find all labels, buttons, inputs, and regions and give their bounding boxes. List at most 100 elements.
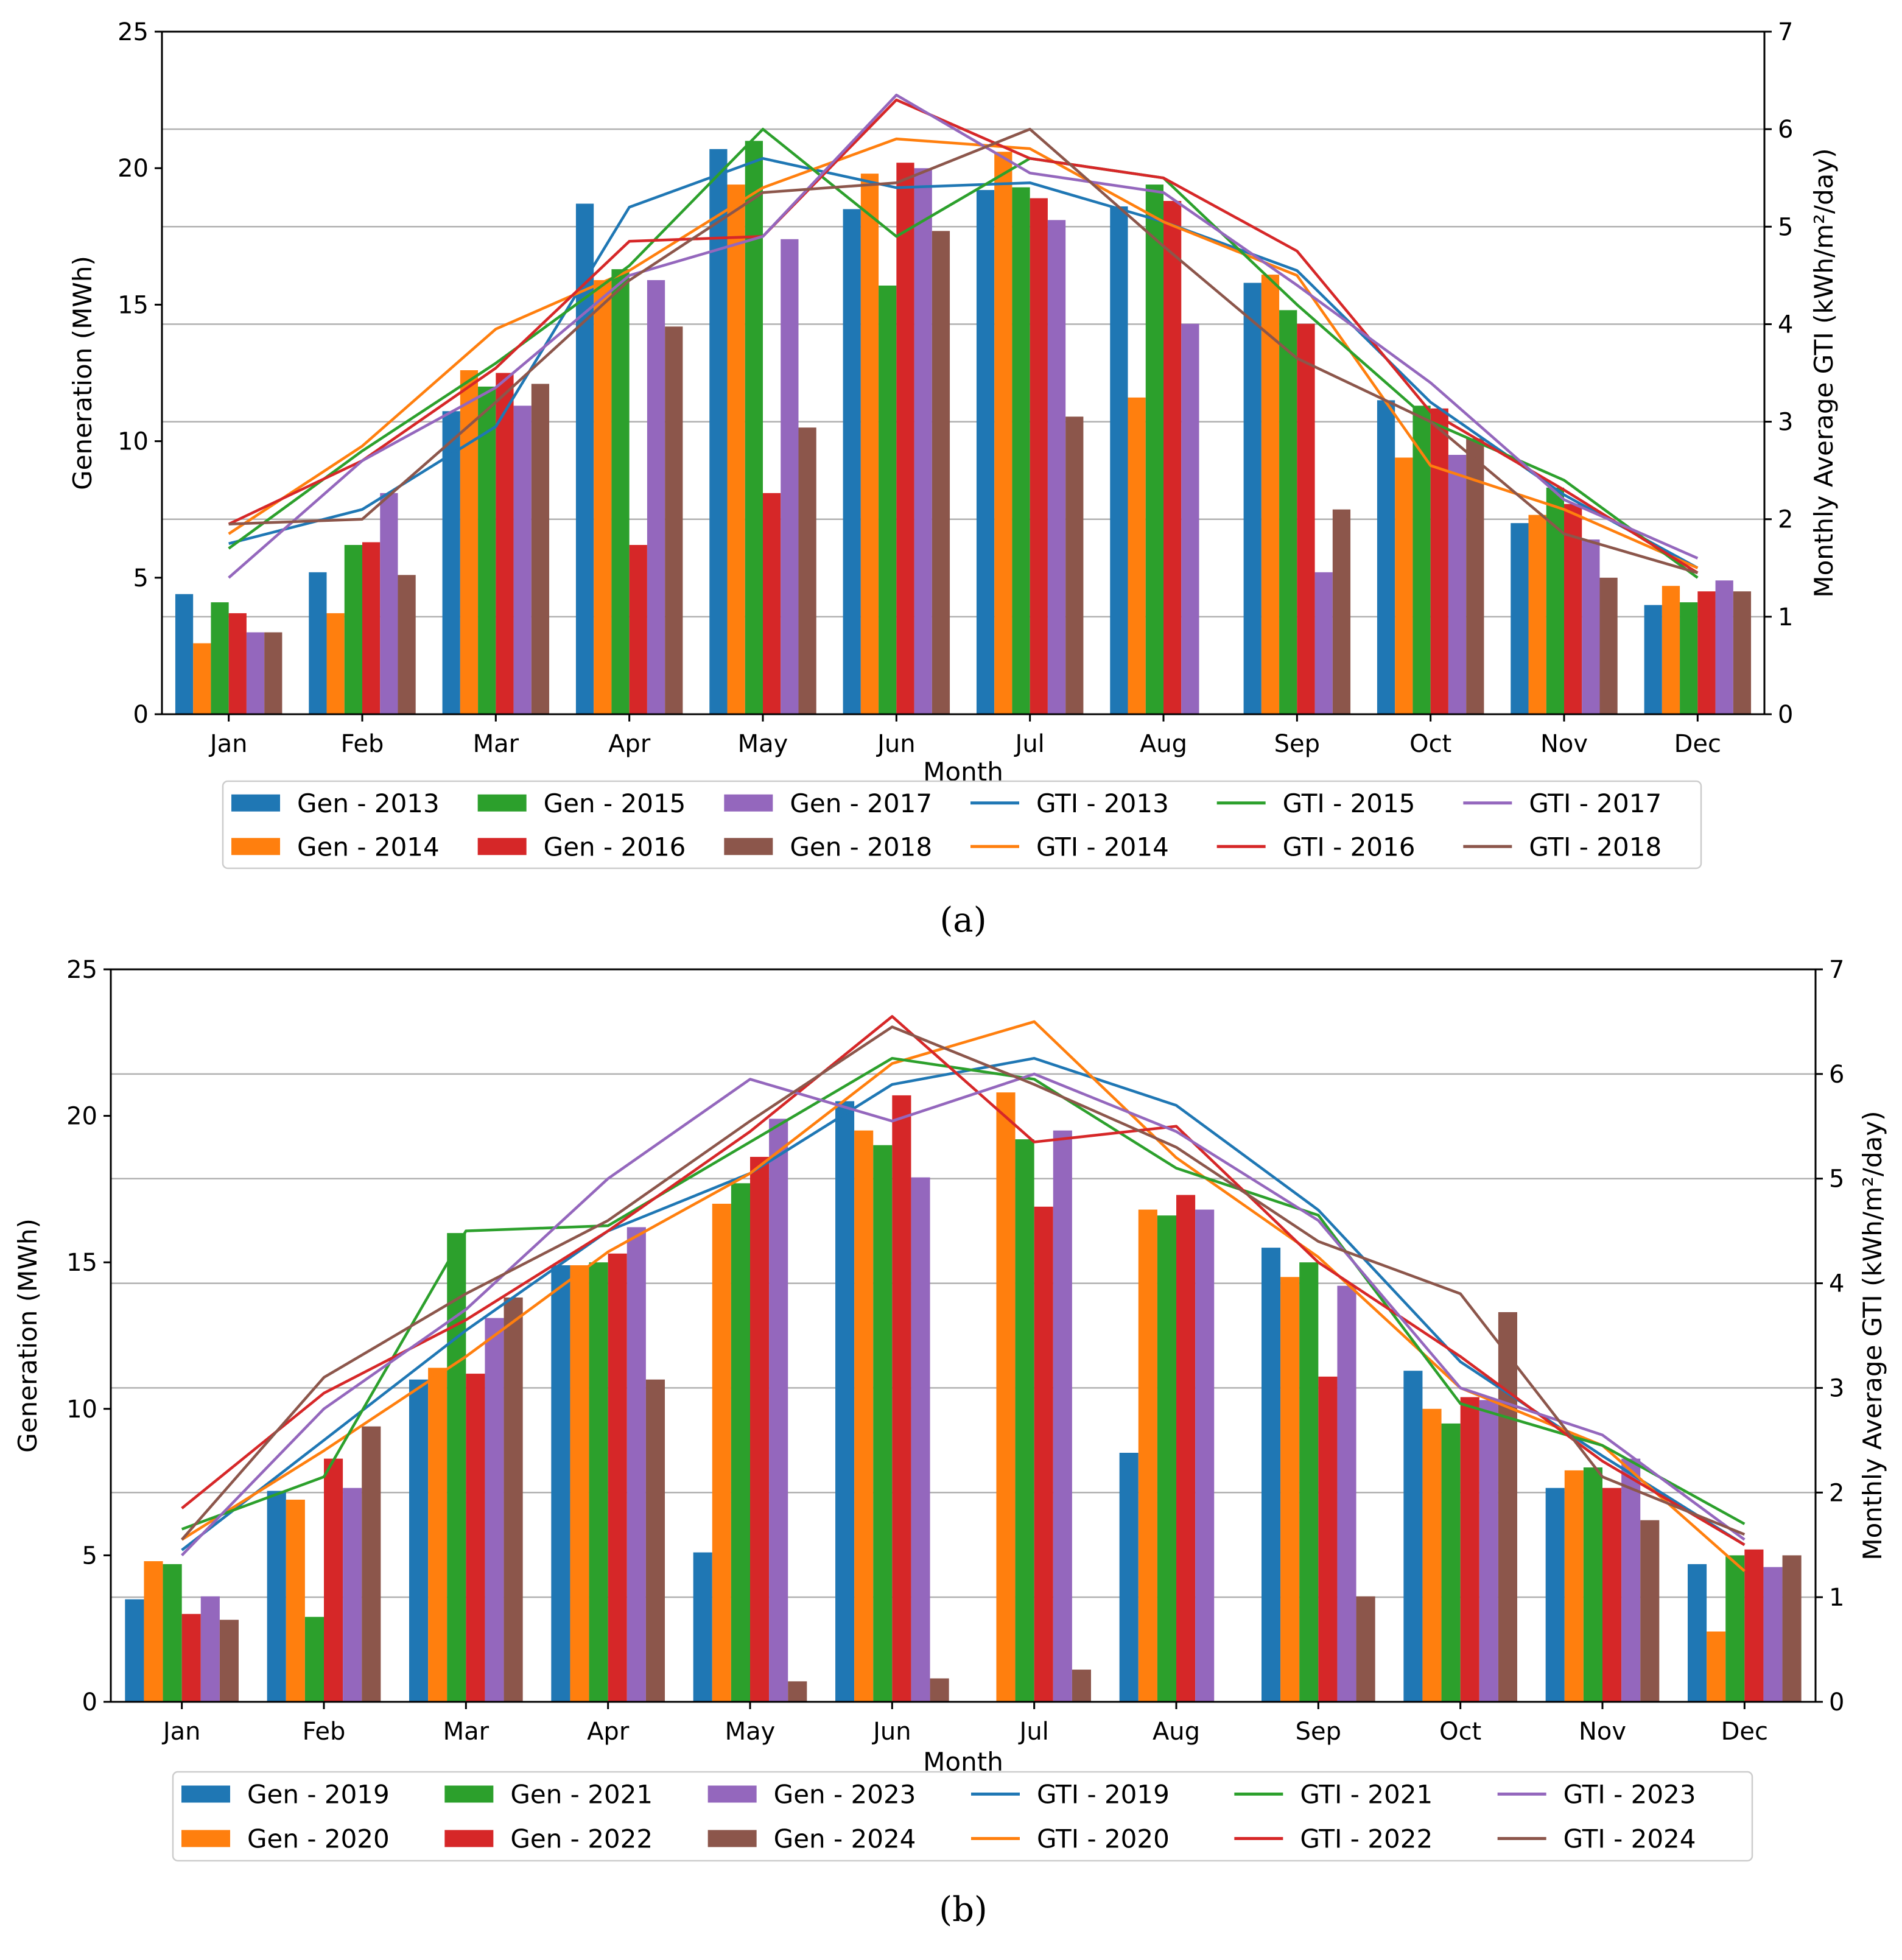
bar (1564, 1470, 1584, 1702)
gti-line (228, 98, 1699, 574)
legend-frame (172, 1771, 1753, 1862)
x-tick-label: Apr (587, 1718, 630, 1746)
legend-label: Gen - 2020 (247, 1824, 390, 1854)
legend-swatch-bar (724, 838, 773, 855)
bar (930, 1678, 949, 1702)
legend-entry: Gen - 2020 (181, 1824, 390, 1854)
y2-tick-label: 1 (1829, 1584, 1844, 1612)
bar (267, 1491, 286, 1702)
bar (181, 1614, 201, 1702)
y-tick-label: 25 (118, 18, 149, 46)
bar (324, 1458, 343, 1702)
bar (932, 231, 950, 714)
bar (896, 163, 914, 714)
bar (1015, 1139, 1034, 1702)
legend-entry: GTI - 2014 (970, 832, 1169, 862)
plot-frame (161, 30, 1766, 715)
legend-swatch-bar (231, 794, 280, 812)
bar (1047, 220, 1066, 714)
bar (343, 1488, 362, 1702)
y2-tick-label: 0 (1778, 701, 1793, 729)
bar (551, 1265, 570, 1702)
gti-line (180, 1025, 1746, 1541)
legend-label: GTI - 2022 (1300, 1824, 1433, 1854)
y2-axis-label: Monthly Average GTI (kWh/m²/day) (1809, 148, 1839, 597)
y-axis-label: Generation (MWh) (13, 1218, 43, 1453)
bar (1511, 523, 1529, 714)
bar (976, 190, 995, 714)
legend-swatch-bar (477, 794, 527, 812)
bar (1318, 1376, 1338, 1702)
panel-label: (b) (939, 1890, 988, 1930)
bar (1479, 1400, 1498, 1702)
bar (1181, 323, 1199, 714)
bar (1128, 397, 1146, 714)
y2-tick-label: 7 (1778, 18, 1793, 46)
bar (1466, 438, 1484, 714)
bar (570, 1265, 589, 1702)
bar (1332, 509, 1351, 714)
bar (1733, 591, 1752, 714)
y-tick-label: 10 (118, 428, 149, 456)
legend-swatch-bar (181, 1830, 230, 1847)
bar (1072, 1670, 1091, 1702)
legend-entry: GTI - 2022 (1234, 1824, 1433, 1854)
bar (1582, 539, 1600, 714)
legend-entry: Gen - 2018 (724, 832, 932, 862)
x-tick-label: Dec (1674, 730, 1721, 758)
legend-label: Gen - 2018 (790, 832, 932, 862)
bar (665, 326, 683, 714)
bar (745, 141, 763, 715)
legend-entry: GTI - 2017 (1463, 789, 1662, 818)
x-tick-label: Jul (1014, 730, 1045, 758)
bar (264, 632, 282, 714)
legend-entry: GTI - 2024 (1497, 1824, 1696, 1854)
x-tick-label: Aug (1140, 730, 1187, 758)
legend-frame (222, 780, 1702, 869)
y-tick-label: 15 (66, 1249, 97, 1277)
bar (769, 1119, 788, 1702)
plot-frame (110, 968, 1817, 1703)
bar (994, 152, 1012, 714)
bar (1163, 201, 1182, 714)
bar (1138, 1209, 1157, 1702)
legend-label: Gen - 2019 (247, 1780, 390, 1810)
bar (428, 1368, 447, 1702)
legend-entry: Gen - 2022 (444, 1824, 653, 1854)
legend-entry: Gen - 2015 (477, 789, 686, 818)
bar (1680, 602, 1698, 714)
bar (1280, 1277, 1300, 1702)
legend-entry: Gen - 2019 (181, 1780, 390, 1810)
bar (1243, 283, 1262, 714)
bar (1314, 572, 1333, 714)
bar (645, 1379, 665, 1702)
gti-line (228, 137, 1699, 569)
bar (647, 280, 665, 714)
bar (478, 386, 496, 714)
legend-label: GTI - 2024 (1563, 1824, 1696, 1854)
gti-line (181, 1015, 1746, 1547)
legend-swatch-bar (707, 1785, 757, 1803)
gti-line (228, 127, 1698, 574)
bar (1176, 1195, 1196, 1702)
bar (466, 1374, 485, 1702)
y2-tick-label: 2 (1829, 1479, 1844, 1507)
x-tick-label: May (738, 730, 788, 758)
legend-entry: Gen - 2016 (477, 832, 686, 862)
bar (326, 613, 345, 714)
bar (1763, 1567, 1783, 1702)
legend-swatch-bar (444, 1785, 494, 1803)
legend-entry: Gen - 2017 (724, 789, 932, 818)
y2-tick-label: 4 (1778, 311, 1793, 339)
bar (1299, 1262, 1319, 1702)
legend-label: Gen - 2017 (790, 789, 932, 818)
bar (286, 1499, 305, 1702)
bar (873, 1145, 893, 1702)
bar (1621, 1458, 1641, 1702)
legend-swatch-bar (444, 1830, 494, 1847)
bar (175, 594, 194, 714)
bar (362, 542, 381, 714)
legend-label: GTI - 2020 (1037, 1824, 1170, 1854)
bar (496, 373, 514, 714)
y-tick-label: 20 (66, 1103, 97, 1131)
